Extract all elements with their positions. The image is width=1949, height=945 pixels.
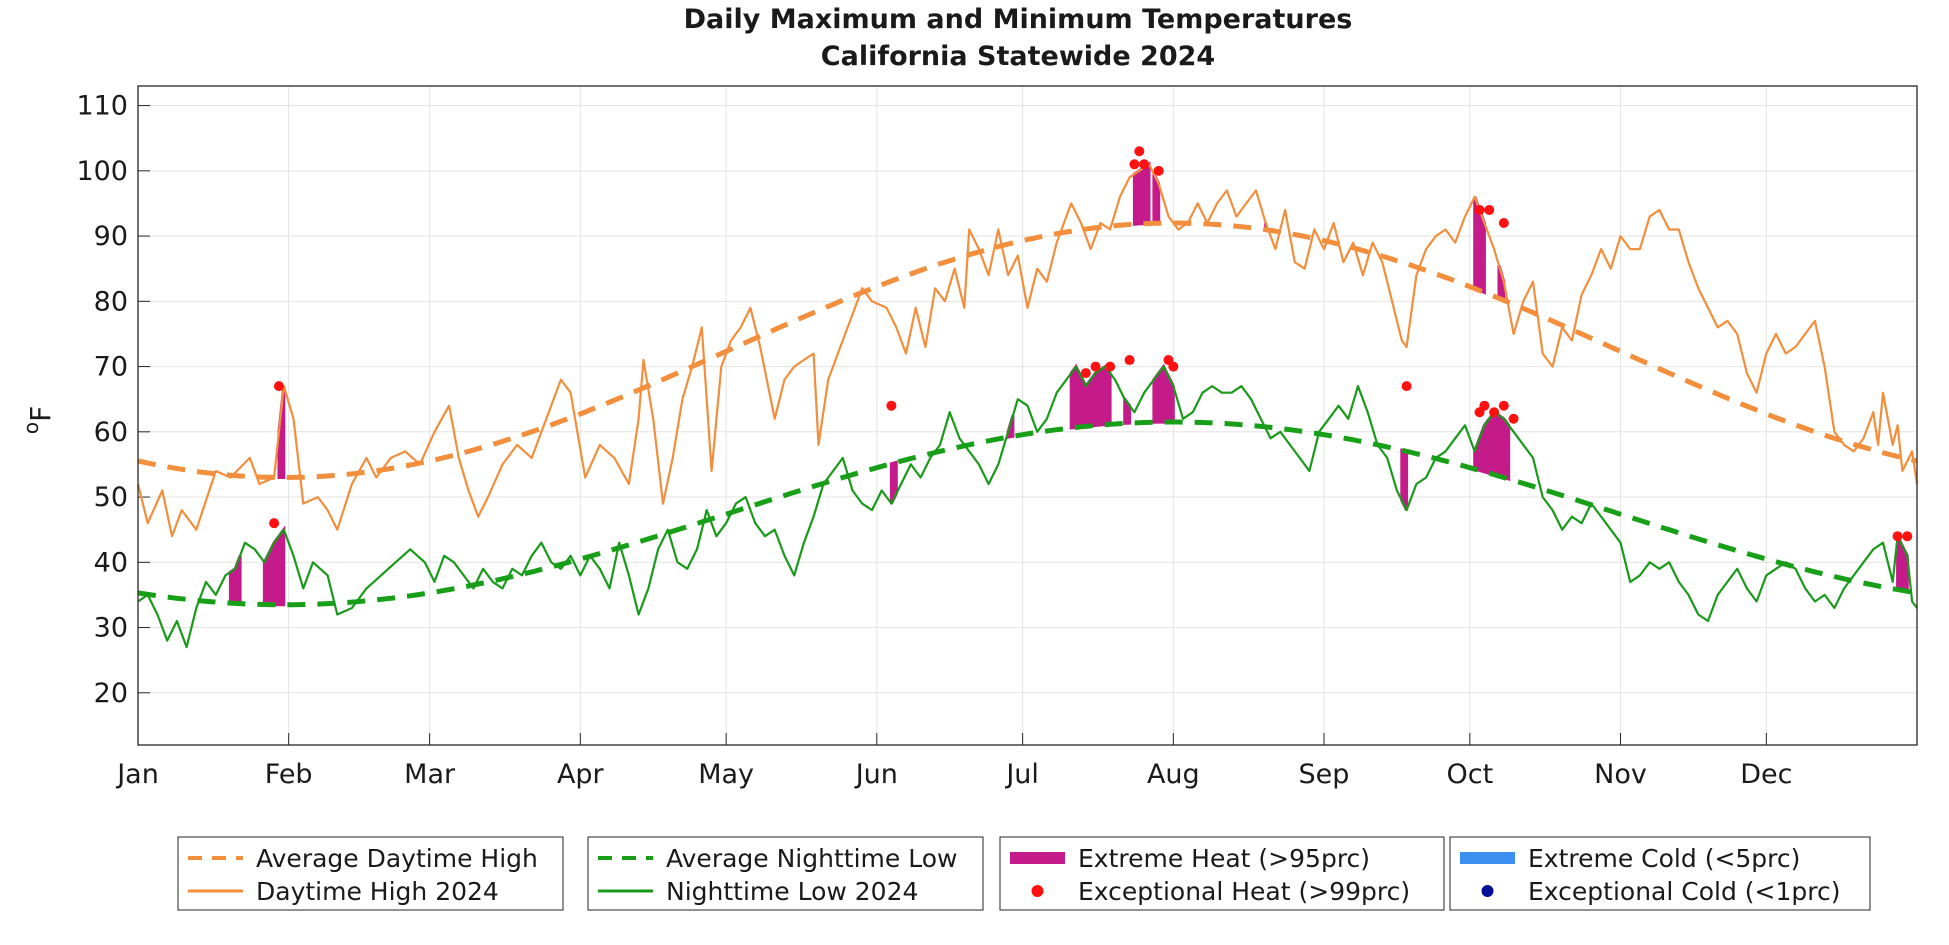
legend-label: Daytime High 2024 [256, 877, 499, 906]
daytime-high-line [136, 163, 1919, 538]
y-axis-label-degree: o [19, 422, 43, 434]
legend-swatch [1010, 852, 1065, 864]
exceptional-heat-point [1498, 218, 1509, 229]
legend-label: Exceptional Heat (>99prc) [1078, 877, 1410, 906]
legend-box: Average Nighttime Low Nighttime Low 2024 [587, 836, 984, 911]
exceptional-heat-point [1401, 381, 1412, 392]
plot-area [136, 146, 1919, 649]
y-tick-label: 20 [94, 678, 128, 709]
exceptional-heat-point [1474, 204, 1485, 215]
x-tick-label: Mar [404, 759, 456, 790]
x-axis-ticks: Jan Feb Mar Apr May Jun Jul Aug Sep Oct Nov Dec [115, 733, 1792, 790]
y-tick-label: 90 [94, 221, 128, 252]
exceptional-heat-point [1892, 531, 1903, 542]
exceptional-heat-point [886, 400, 897, 411]
x-tick-label: Apr [557, 759, 605, 790]
x-tick-label: May [698, 759, 754, 790]
exceptional-heat-point [1153, 165, 1164, 176]
exceptional-heat-point [1479, 400, 1490, 411]
x-tick-label: Dec [1740, 759, 1792, 790]
avg-daytime-high-line [137, 220, 1918, 480]
y-axis-label: oF [19, 406, 57, 434]
exceptional-heat-point [1139, 159, 1150, 170]
exceptional-heat-point [1902, 531, 1913, 542]
x-tick-label: Jul [1004, 759, 1039, 790]
extreme-heat-low-region [1069, 363, 1112, 430]
y-tick-label: 80 [94, 286, 128, 317]
legend-label: Nighttime Low 2024 [666, 877, 918, 906]
legend-swatch [1460, 852, 1515, 864]
legend-label: Extreme Cold (<5prc) [1528, 844, 1800, 873]
nighttime-low-line [137, 365, 1918, 649]
legend-label: Average Nighttime Low [666, 844, 957, 873]
legend-label: Exceptional Cold (<1prc) [1528, 877, 1840, 906]
legend-box: Average Daytime High Daytime High 2024 [177, 836, 564, 911]
exceptional-heat-point [1489, 407, 1500, 418]
exceptional-heat-point [273, 381, 284, 392]
extreme-heat-low-region [1473, 410, 1511, 482]
legend-box-frame [1449, 836, 1871, 911]
y-tick-label: 70 [94, 352, 128, 383]
exceptional-heat-point [1124, 355, 1135, 366]
exceptional-heat-point [1090, 361, 1101, 372]
legend-swatch [1031, 885, 1044, 897]
legend-label: Average Daytime High [256, 844, 538, 873]
y-tick-label: 40 [94, 547, 128, 578]
exceptional-heat-point [1080, 368, 1091, 379]
exceptional-heat-point [1498, 400, 1509, 411]
legend-swatch [1481, 885, 1494, 897]
legend-box-frame [587, 836, 984, 911]
y-tick-label: 100 [76, 156, 128, 187]
x-tick-label: Oct [1446, 759, 1493, 790]
exceptional-heat-point [1168, 361, 1179, 372]
x-tick-label: Jan [115, 759, 159, 790]
plot-frame [137, 85, 1918, 746]
exceptional-heat-point [269, 518, 280, 529]
legend-box-frame [177, 836, 564, 911]
x-tick-label: Aug [1147, 759, 1200, 790]
exceptional-heat-point [1134, 146, 1145, 157]
exceptional-heat-point [1129, 159, 1140, 170]
chart-title: Daily Maximum and Minimum Temperatures [684, 4, 1353, 35]
legend-box: Extreme Cold (<5prc) Exceptional Cold (<1… [1449, 836, 1871, 911]
extreme-heat-low-region [228, 555, 242, 606]
legend-box: Extreme Heat (>95prc) Exceptional Heat (>… [999, 836, 1445, 911]
y-tick-label: 110 [76, 91, 128, 122]
y-axis-label-unit: F [24, 406, 57, 422]
legend-label: Extreme Heat (>95prc) [1078, 844, 1370, 873]
y-axis-ticks: 20 30 40 50 60 70 80 90 100 110 [76, 91, 150, 709]
exceptional-heat-point [1508, 413, 1519, 424]
legend-box-frame [999, 836, 1445, 911]
y-tick-label: 60 [94, 417, 128, 448]
exceptional-heat-point [1484, 204, 1495, 215]
x-tick-label: Nov [1594, 759, 1647, 790]
exceptional-heat-point [1105, 361, 1116, 372]
avg-nighttime-low-line [137, 419, 1918, 608]
y-tick-label: 30 [94, 613, 128, 644]
chart-subtitle: California Statewide 2024 [821, 41, 1215, 72]
x-tick-label: Jun [854, 759, 898, 790]
x-tick-label: Sep [1299, 759, 1350, 790]
x-tick-label: Feb [265, 759, 313, 790]
y-tick-label: 50 [94, 482, 128, 513]
grid [137, 86, 1917, 745]
